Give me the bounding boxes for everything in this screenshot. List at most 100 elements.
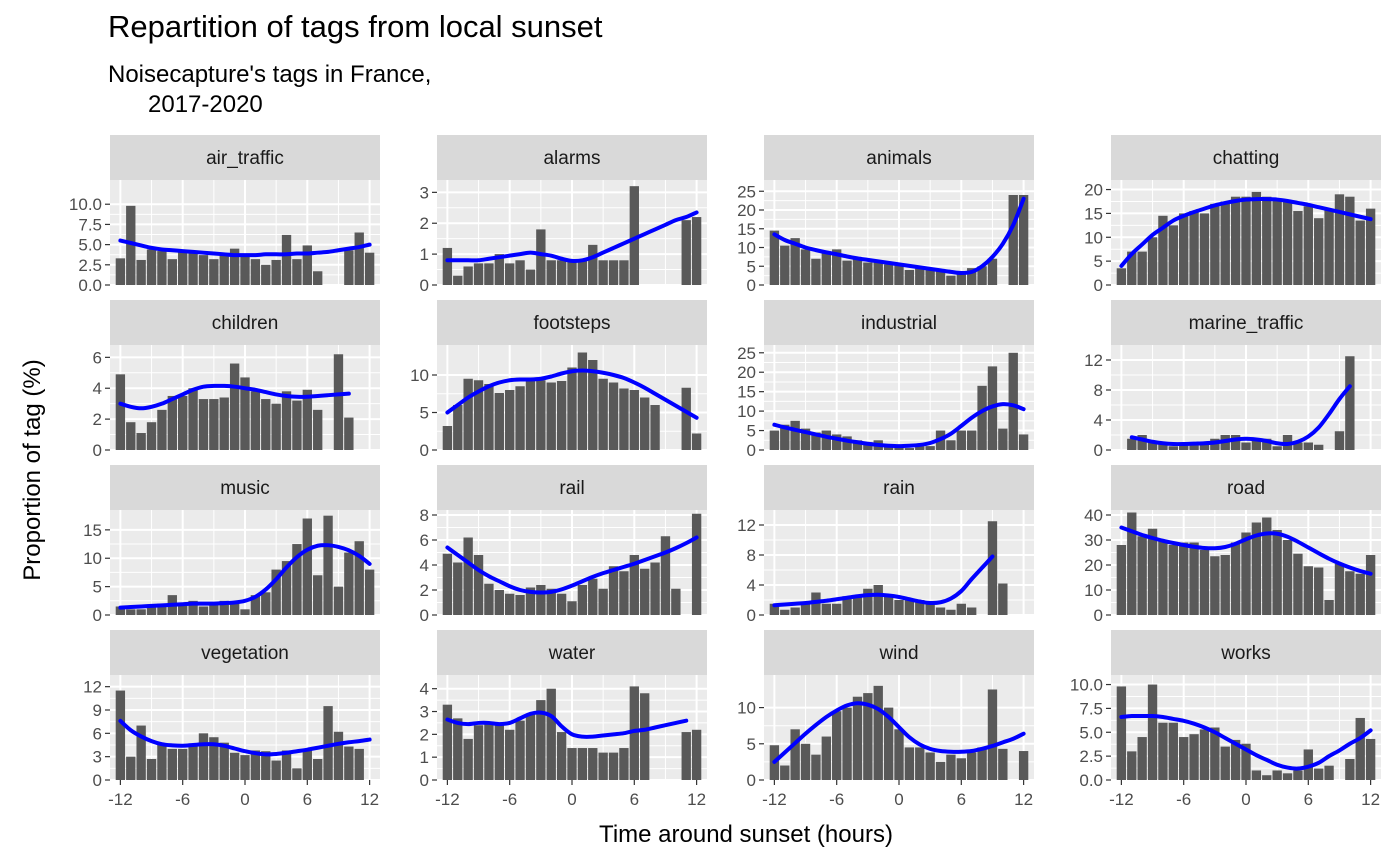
y-tick-label: 12 [737, 516, 756, 535]
x-axis: -12 -6 0 6 12 [108, 780, 379, 809]
bar [1189, 542, 1199, 615]
bar [1147, 237, 1158, 285]
y-tick-label: 0 [420, 441, 429, 460]
y-tick-label: 6 [420, 531, 429, 550]
bar [281, 391, 292, 450]
facet-strip [437, 630, 707, 675]
facet-strip [1111, 630, 1381, 675]
bar [453, 718, 463, 780]
bars [115, 690, 364, 780]
y-axis: 0 5 10 15 [83, 521, 110, 625]
bar [1272, 446, 1282, 450]
x-tick-label: 12 [1014, 790, 1033, 809]
bar [619, 260, 629, 285]
y-tick-label: 10 [1084, 581, 1103, 600]
bar [577, 748, 588, 780]
bar [998, 428, 1008, 450]
bar [364, 252, 375, 285]
facet-label: air_traffic [206, 148, 284, 169]
bar [188, 743, 198, 780]
smooth-line [1119, 197, 1373, 268]
y-tick-label: 8 [747, 546, 756, 565]
bar [1251, 522, 1262, 615]
facet-strip [1111, 135, 1381, 180]
y-tick-label: 20 [1084, 181, 1103, 200]
y-tick-label: 2 [420, 725, 429, 744]
bar [556, 593, 567, 615]
bar [1179, 442, 1189, 450]
facet-label: alarms [543, 148, 600, 169]
bar [873, 262, 883, 285]
x-tick-label: 0 [567, 790, 576, 809]
y-tick-label: 6 [93, 348, 102, 367]
bar [852, 440, 863, 450]
bar [894, 600, 904, 615]
bar [800, 603, 811, 615]
bar [800, 428, 811, 450]
bar [1230, 542, 1241, 615]
bar [1220, 201, 1230, 285]
bar [1179, 213, 1189, 285]
bar [1345, 356, 1355, 450]
bar [608, 752, 619, 780]
bar [608, 260, 619, 285]
bar [640, 397, 650, 450]
y-tick-label: 0 [747, 771, 756, 790]
facet-label: water [548, 643, 596, 664]
bar [333, 354, 344, 450]
bar [136, 725, 146, 780]
bar [157, 409, 167, 450]
bar [577, 585, 588, 615]
bar [536, 380, 546, 450]
bar [967, 607, 977, 615]
bar [344, 417, 354, 450]
y-axis: 0 5 10 [737, 699, 764, 790]
bars [115, 354, 354, 450]
bar [780, 765, 790, 780]
bars [115, 515, 375, 615]
bar [463, 378, 473, 450]
bar [261, 399, 271, 450]
y-tick-label: 2 [420, 581, 429, 600]
bar [146, 759, 157, 780]
bar [250, 595, 261, 615]
bar [146, 422, 157, 450]
bar [463, 537, 473, 615]
y-axis: 0 4 8 12 [737, 516, 764, 625]
bar [240, 377, 250, 450]
bar [313, 575, 323, 615]
bar [473, 263, 484, 285]
x-axis: -12 -6 0 6 12 [1109, 780, 1380, 809]
y-tick-label: 4 [93, 379, 102, 398]
bar [505, 263, 515, 285]
bar [1365, 208, 1376, 285]
bar [261, 264, 271, 285]
y-tick-label: 25 [737, 182, 756, 201]
bar [1008, 352, 1018, 450]
bar [115, 690, 126, 780]
y-tick-label: 0 [93, 606, 102, 625]
x-tick-label: -12 [762, 790, 787, 809]
x-tick-label: 6 [303, 790, 312, 809]
smooth-line [1129, 384, 1352, 447]
bar [790, 729, 800, 780]
smooth-line [1119, 525, 1373, 576]
bar [494, 254, 504, 285]
x-tick-label: -12 [108, 790, 133, 809]
bar [863, 588, 873, 615]
bars [1116, 512, 1376, 615]
facet-rail: rail 0 2 4 6 8 [420, 465, 707, 625]
y-tick-label: 15 [737, 383, 756, 402]
bar [769, 430, 780, 450]
bar [640, 693, 650, 780]
bar [691, 433, 702, 450]
bar [904, 747, 915, 780]
bar [1220, 555, 1230, 615]
bar [354, 232, 364, 285]
y-tick-label: 5 [1094, 252, 1103, 271]
bar [629, 686, 639, 780]
bar [1241, 196, 1251, 285]
facet-label: industrial [861, 313, 937, 334]
